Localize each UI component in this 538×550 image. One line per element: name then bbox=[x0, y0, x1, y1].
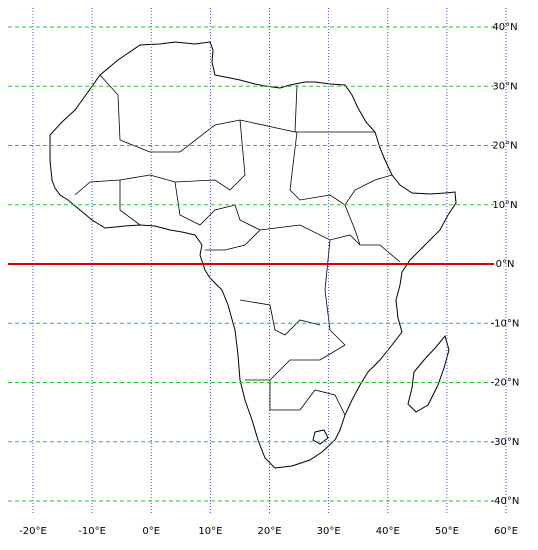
borders bbox=[74, 74, 401, 416]
continent bbox=[49, 41, 457, 469]
latitude-label: -30°N bbox=[491, 437, 520, 448]
longitude-label: 50°E bbox=[435, 526, 459, 537]
latitude-label: 20°N bbox=[492, 141, 517, 152]
africa bbox=[49, 41, 457, 469]
latitude-label: -10°N bbox=[491, 318, 520, 329]
longitude-label: 10°E bbox=[198, 526, 222, 537]
latitude-label: 30°N bbox=[492, 81, 517, 92]
longitude-label: 30°E bbox=[317, 526, 341, 537]
longitude-label: -20°E bbox=[19, 526, 47, 537]
latitude-label: 0°N bbox=[496, 259, 515, 270]
longitude-label: 0°E bbox=[142, 526, 160, 537]
longitude-label: 20°E bbox=[257, 526, 281, 537]
longitude-label: -10°E bbox=[78, 526, 106, 537]
longitude-label: 60°E bbox=[494, 526, 518, 537]
longitude-label: 40°E bbox=[376, 526, 400, 537]
latitude-label: -20°N bbox=[491, 378, 520, 389]
madagascar bbox=[407, 334, 450, 413]
latitude-label: -40°N bbox=[491, 496, 520, 507]
lesotho bbox=[312, 429, 329, 445]
latitude-label: 10°N bbox=[492, 200, 517, 211]
latitude-label: 40°N bbox=[492, 22, 517, 33]
